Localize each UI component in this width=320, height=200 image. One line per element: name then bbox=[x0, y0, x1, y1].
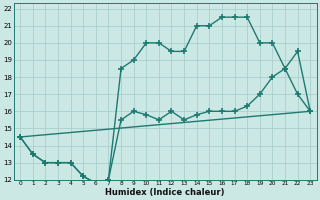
X-axis label: Humidex (Indice chaleur): Humidex (Indice chaleur) bbox=[106, 188, 225, 197]
